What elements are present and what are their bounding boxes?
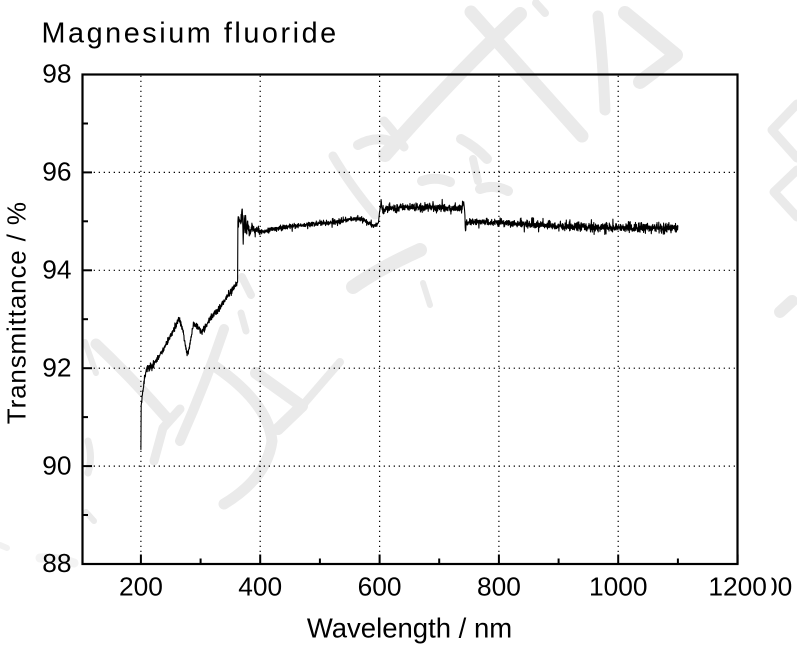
svg-text:92: 92 [42,352,71,382]
svg-text:400: 400 [238,572,282,602]
svg-text:96: 96 [42,157,71,187]
svg-text:Wavelength / nm: Wavelength / nm [307,612,512,643]
svg-text:1000: 1000 [589,572,648,602]
svg-text:Transmittance / %: Transmittance / % [2,201,32,424]
svg-text:88: 88 [42,548,71,578]
svg-text:90: 90 [42,450,71,480]
svg-text:94: 94 [42,255,71,285]
svg-text:800: 800 [477,572,521,602]
svg-text:200: 200 [119,572,163,602]
svg-text:Magnesium fluoride: Magnesium fluoride [42,17,339,49]
svg-text:600: 600 [358,572,402,602]
svg-text:00: 00 [763,572,792,602]
svg-text:98: 98 [42,59,71,89]
svg-text:1200: 1200 [708,572,767,602]
